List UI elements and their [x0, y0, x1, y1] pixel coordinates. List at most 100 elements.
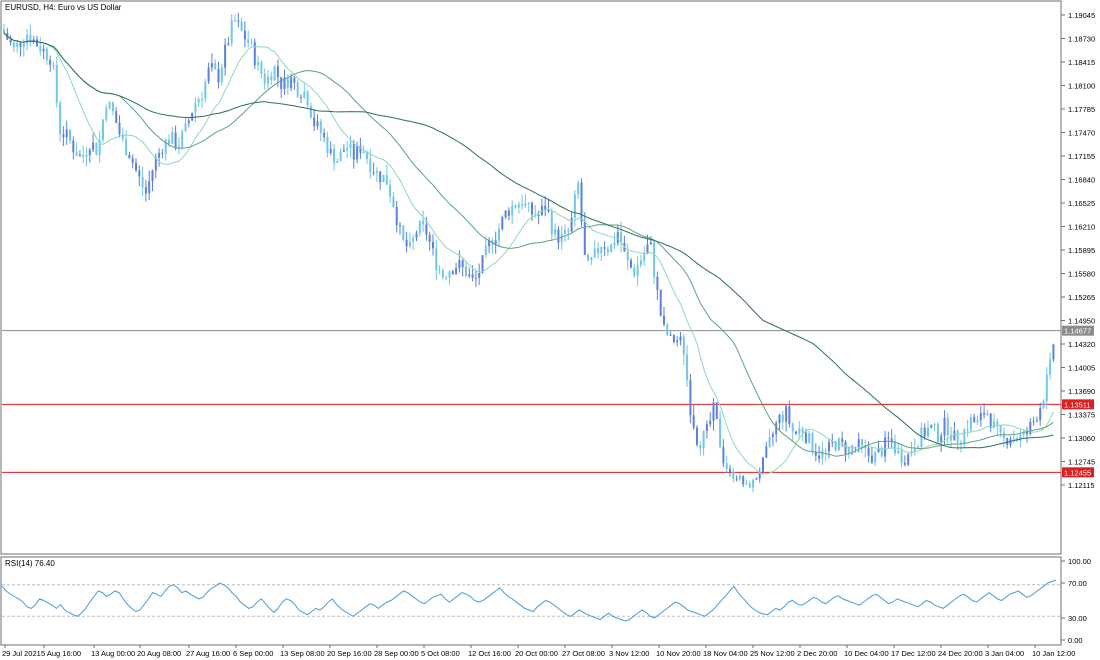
- candle-body: [844, 441, 847, 454]
- candle-body: [689, 380, 692, 416]
- candle-body: [141, 176, 144, 188]
- time-tick-label: 29 Jul 2021: [2, 649, 41, 658]
- candle-body: [554, 229, 557, 235]
- candle-body: [504, 210, 507, 218]
- candle-body: [293, 77, 296, 83]
- price-tick-label: 1.16525: [1068, 199, 1095, 208]
- candle-body: [537, 215, 540, 217]
- candle-body: [257, 61, 260, 66]
- candle-body: [111, 102, 114, 112]
- candle-body: [418, 220, 421, 234]
- candle-body: [210, 63, 213, 68]
- candle-body: [831, 441, 834, 443]
- candle-body: [98, 139, 101, 155]
- candle-body: [448, 271, 451, 278]
- candle-body: [118, 122, 121, 135]
- candle-body: [821, 450, 824, 459]
- candle-body: [29, 34, 32, 43]
- price-tick-label: 1.19045: [1068, 11, 1095, 20]
- candle-body: [785, 406, 788, 422]
- candle-body: [19, 42, 22, 47]
- candle-body: [392, 196, 395, 207]
- candle-body: [936, 424, 939, 443]
- candle-body: [692, 415, 695, 428]
- candle-body: [686, 354, 689, 381]
- candle-body: [9, 39, 12, 43]
- rsi-tick-label: 100.00: [1068, 557, 1091, 566]
- candle-body: [1032, 420, 1035, 422]
- candle-body: [422, 220, 425, 225]
- candle-body: [306, 91, 309, 106]
- candle-body: [478, 272, 481, 278]
- main-chart-frame: [0, 0, 1062, 555]
- candle-body: [474, 277, 477, 279]
- candle-body: [375, 171, 378, 174]
- price-tick-label: 1.13690: [1068, 387, 1095, 396]
- time-tick-label: 10 Jan 12:00: [1032, 649, 1075, 658]
- candle-body: [639, 260, 642, 266]
- candle-body: [633, 267, 636, 276]
- candle-body: [735, 478, 738, 480]
- rsi-series: [1, 579, 1060, 622]
- time-tick-label: 18 Nov 04:00: [703, 649, 748, 658]
- candle-body: [270, 76, 273, 81]
- candle-body: [1049, 359, 1052, 375]
- candle-body: [75, 152, 78, 156]
- candle-body: [1002, 432, 1005, 439]
- candle-body: [22, 43, 25, 47]
- candle-body: [986, 413, 989, 415]
- candle-body: [201, 99, 203, 101]
- candle-body: [369, 158, 372, 173]
- price-label-box: [1062, 467, 1094, 478]
- candle-body: [85, 155, 88, 157]
- candle-body: [382, 175, 385, 183]
- candle-body: [969, 416, 972, 430]
- candle-body: [795, 431, 797, 434]
- candle-body: [880, 448, 883, 457]
- candle-body: [870, 455, 873, 463]
- candle-body: [168, 139, 170, 144]
- candle-body: [587, 254, 590, 261]
- candle-body: [1039, 408, 1042, 421]
- candle-body: [78, 154, 81, 156]
- candle-body: [923, 427, 926, 437]
- candle-body: [682, 336, 685, 355]
- candle-body: [359, 146, 362, 153]
- candle-body: [527, 202, 530, 204]
- candle-body: [818, 455, 821, 459]
- time-tick-label: 2 Dec 20:00: [797, 649, 837, 658]
- candle-body: [531, 202, 533, 215]
- candle-body: [366, 151, 368, 159]
- candle-body: [339, 151, 342, 162]
- candle-body: [963, 429, 966, 444]
- candle-body: [758, 471, 761, 479]
- candle-body: [45, 48, 48, 60]
- candle-body: [286, 77, 289, 88]
- candle-body: [738, 475, 741, 479]
- candle-body: [481, 255, 484, 273]
- candle-body: [151, 170, 154, 181]
- candle-body: [362, 151, 365, 153]
- candle-body: [1035, 420, 1038, 422]
- candle-body: [570, 217, 573, 232]
- time-tick-label: 13 Sep 08:00: [280, 649, 325, 658]
- candle-body: [441, 270, 444, 278]
- price-tick-label: 1.14320: [1068, 340, 1095, 349]
- candle-body: [715, 402, 718, 419]
- candle-body: [237, 20, 240, 22]
- price-tick-label: 1.14005: [1068, 364, 1095, 373]
- candle-body: [544, 205, 547, 210]
- price-tick-label: 1.15580: [1068, 270, 1095, 279]
- candle-body: [613, 242, 616, 245]
- candle-body: [1045, 374, 1048, 402]
- candle-body: [181, 131, 184, 147]
- time-axis: 29 Jul 2021 5 Aug 16:00 13 Aug 00:00 20 Aug…: [2, 645, 1075, 658]
- chart-title: EURUSD, H4: Euro vs US Dollar: [5, 3, 122, 12]
- candle-body: [234, 20, 236, 22]
- candle-body: [616, 231, 619, 243]
- price-tick-label: 1.18100: [1068, 82, 1095, 91]
- candle-body: [349, 143, 352, 149]
- candle-body: [643, 253, 646, 261]
- candle-body: [280, 77, 283, 90]
